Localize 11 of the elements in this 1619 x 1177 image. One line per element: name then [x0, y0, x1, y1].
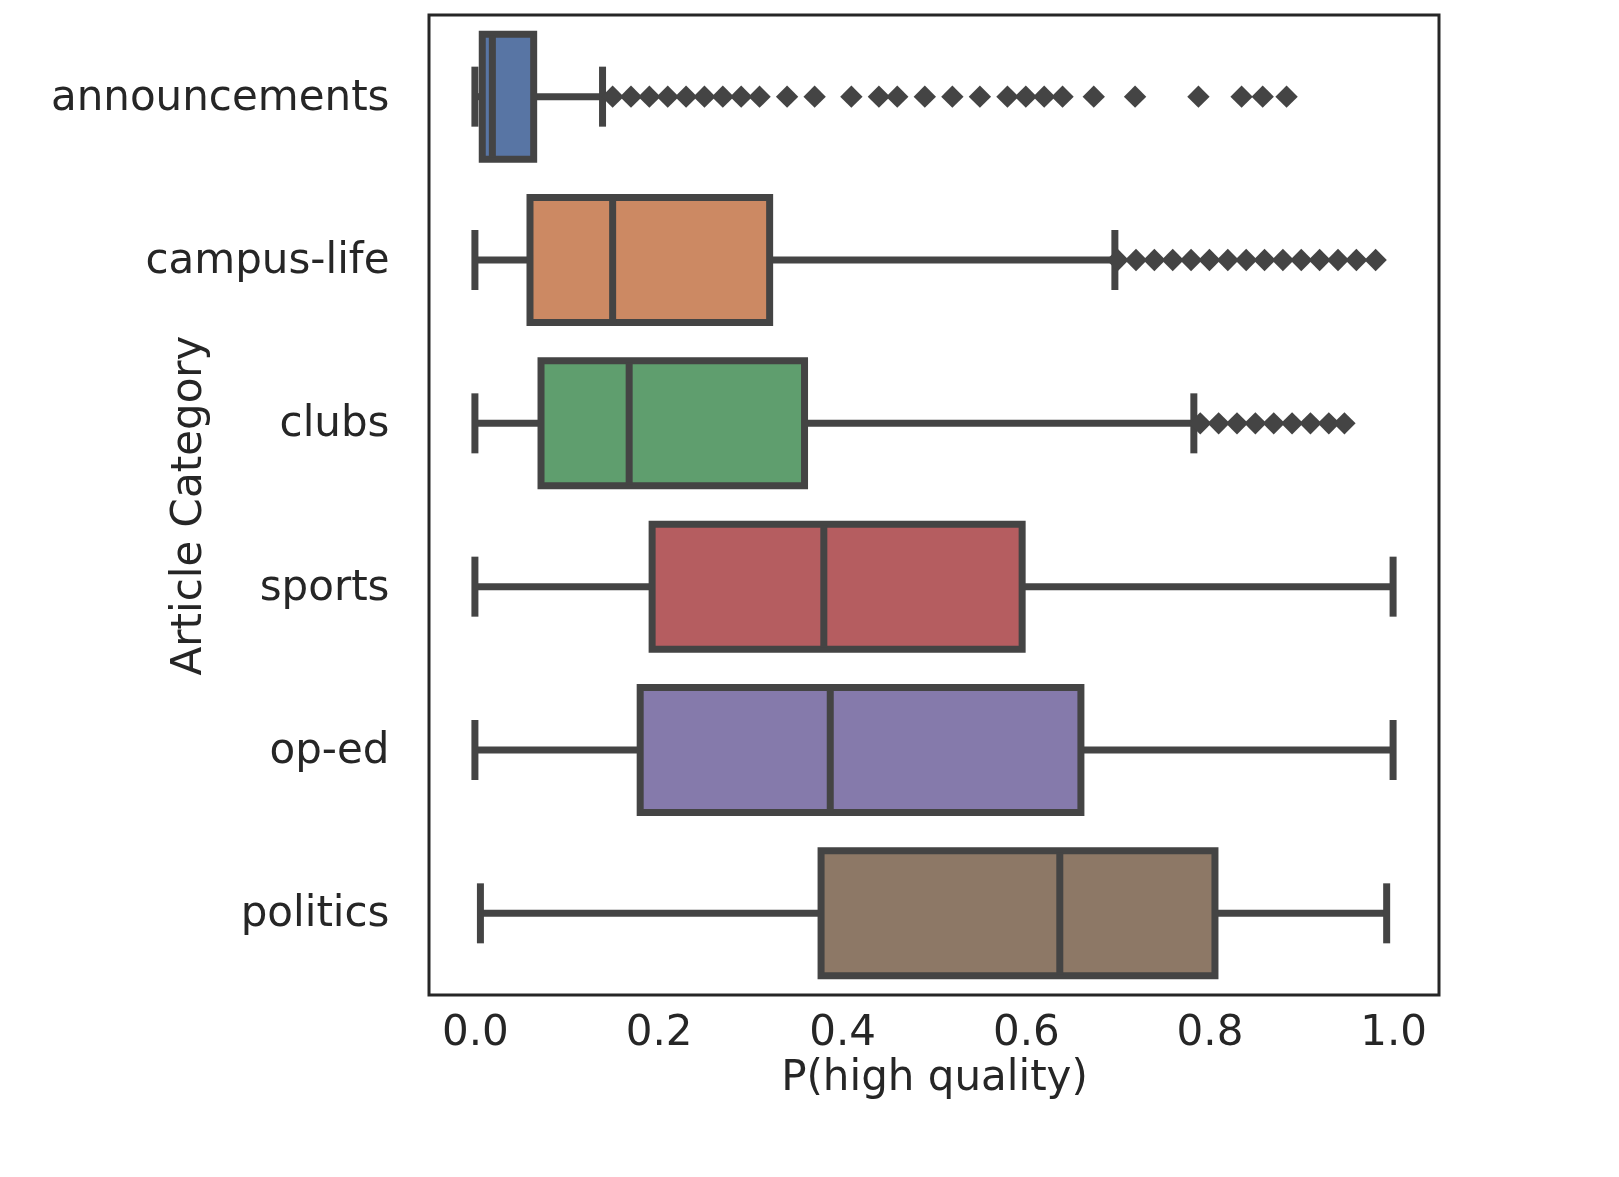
x-tick-label: 0.8: [1176, 1005, 1244, 1055]
y-tick-label: clubs: [279, 397, 390, 447]
y-tick-label: announcements: [50, 70, 390, 120]
y-tick-label: campus-life: [145, 234, 390, 283]
y-axis-title: Article Category: [161, 335, 211, 676]
x-tick-label: 0.0: [442, 1005, 509, 1055]
x-tick-label: 1.0: [1360, 1005, 1427, 1055]
x-tick-label: 0.2: [625, 1005, 693, 1055]
y-tick-label: op-ed: [269, 724, 390, 773]
y-tick-label: sports: [259, 560, 390, 610]
y-tick-label: politics: [240, 887, 390, 937]
